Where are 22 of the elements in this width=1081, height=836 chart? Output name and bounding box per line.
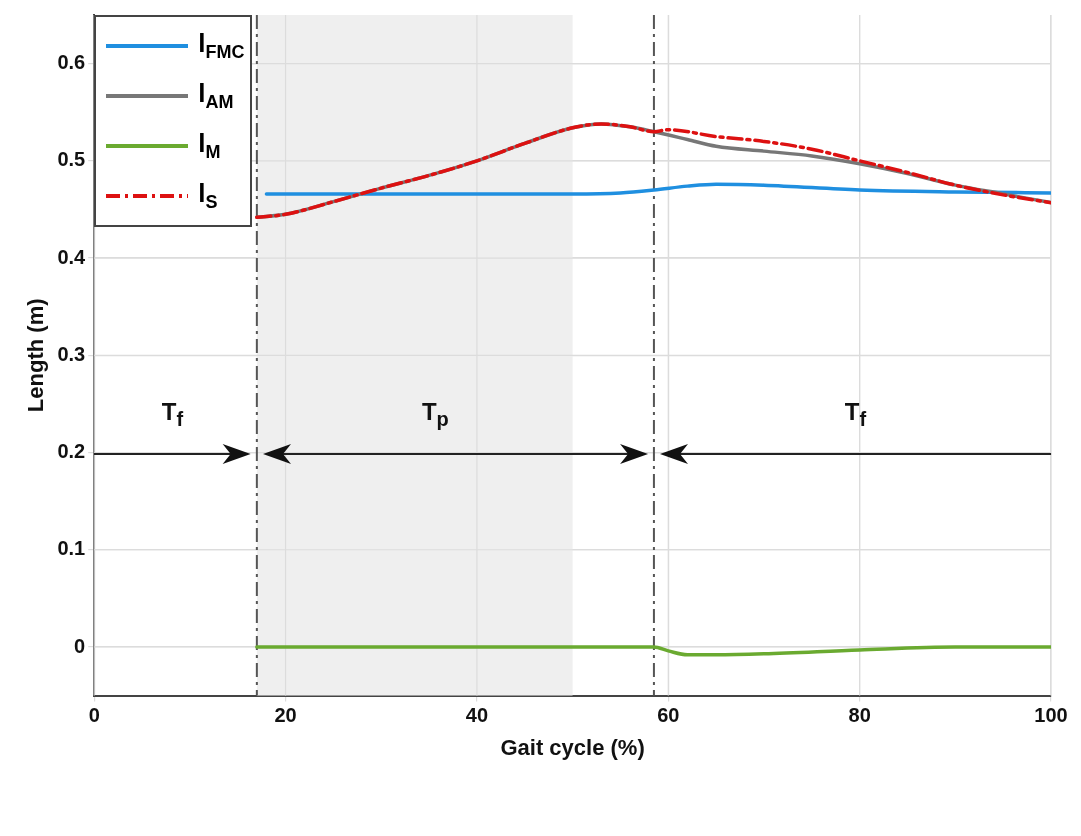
legend-label: l$_{FMC}$ bbox=[198, 28, 245, 64]
annotation: T$_{f}$ bbox=[844, 397, 867, 431]
x-tick-label: 100 bbox=[1034, 704, 1068, 727]
x-tick-label: 80 bbox=[848, 704, 871, 727]
y-tick-label: 0.5 bbox=[57, 148, 86, 171]
x-tick-label: 20 bbox=[274, 704, 297, 727]
x-tick-label: 40 bbox=[465, 704, 489, 727]
legend-label: l$_{AM}$ bbox=[198, 78, 234, 114]
x-tick-label: 0 bbox=[88, 704, 100, 727]
y-tick-label: 0.4 bbox=[57, 245, 87, 268]
y-axis-title: Length (m) bbox=[23, 298, 49, 413]
annotation: T$_{f}$ bbox=[161, 397, 184, 431]
x-axis-title: Gait cycle (%) bbox=[500, 734, 645, 760]
y-tick-label: 0 bbox=[74, 634, 86, 657]
y-tick-label: 0.2 bbox=[57, 440, 86, 463]
y-tick-label: 0.6 bbox=[57, 51, 86, 74]
x-tick-label: 60 bbox=[657, 704, 680, 727]
legend-label: l$_{M}$ bbox=[198, 128, 221, 164]
legend-label: l$_{S}$ bbox=[198, 178, 218, 214]
y-tick-label: 0.1 bbox=[57, 537, 86, 560]
annotation: T$_{p}$ bbox=[421, 397, 449, 431]
y-tick-label: 0.3 bbox=[57, 342, 86, 365]
